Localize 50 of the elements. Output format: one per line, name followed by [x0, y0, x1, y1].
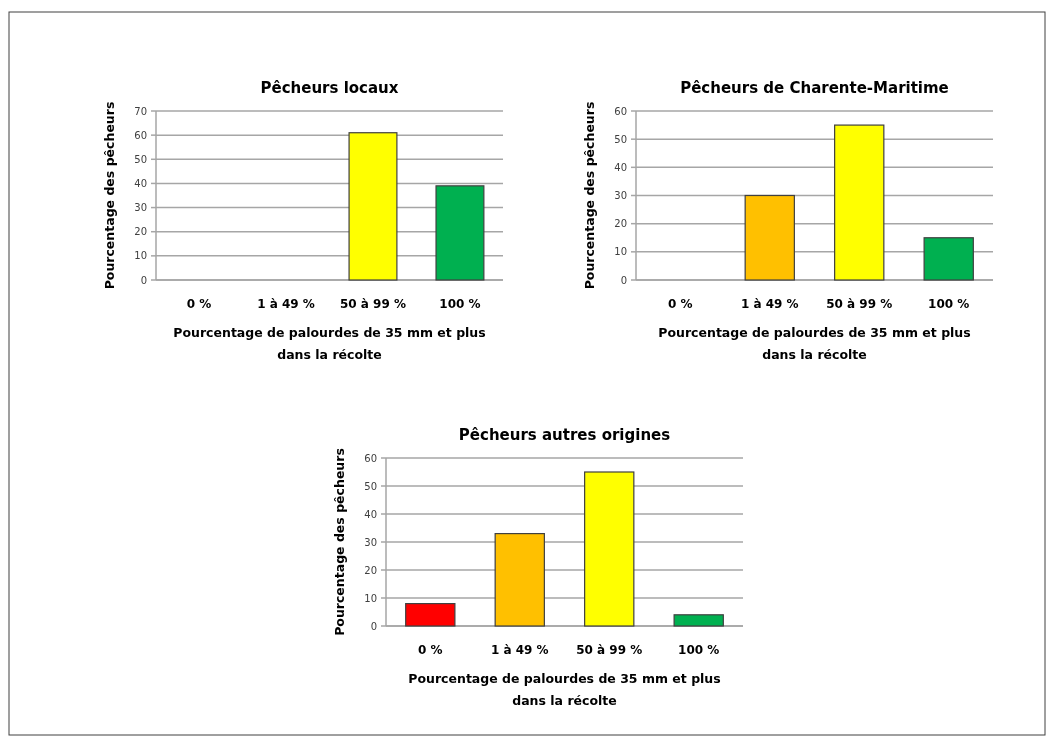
y-tick-label: 60: [364, 452, 377, 464]
x-axis-title: Pourcentage de palourdes de 35 mm et plus dans la récolte: [658, 325, 971, 362]
x-tick-label: 50 à 99 %: [339, 297, 407, 312]
bar: [405, 603, 456, 627]
x-tick-label: 1 à 49 %: [490, 643, 549, 658]
x-tick-label: 50 à 99 %: [826, 297, 893, 312]
x-tick-label: 50 à 99 %: [576, 643, 643, 658]
y-tick-label: 50: [614, 133, 627, 145]
y-tick-label: 60: [134, 129, 147, 141]
y-tick-label: 70: [134, 105, 147, 117]
x-tick-label: 1 à 49 %: [740, 297, 799, 312]
x-tick-label: 0 %: [418, 643, 443, 658]
y-tick-label: 40: [364, 508, 377, 520]
x-tick-label: 100 %: [678, 643, 720, 658]
y-tick-label: 0: [140, 274, 147, 286]
y-tick-label: 60: [614, 105, 627, 117]
x-tick-label: 100 %: [439, 297, 481, 312]
x-tick-label: 100 %: [928, 297, 970, 312]
x-axis-title: Pourcentage de palourdes de 35 mm et plus dans la récolte: [173, 325, 486, 362]
y-tick-label: 0: [370, 620, 377, 632]
bar: [673, 614, 724, 627]
y-tick-label: 40: [614, 161, 627, 173]
y-tick-label: 0: [620, 274, 627, 286]
x-axis-title: Pourcentage de palourdes de 35 mm et plus dans la récolte: [408, 671, 721, 708]
chart-title: Pêcheurs de Charente-Maritime: [680, 79, 949, 97]
y-axis-title: Pourcentage des pêcheurs: [102, 101, 117, 290]
y-tick-label: 30: [134, 202, 147, 214]
chart-title: Pêcheurs autres origines: [458, 426, 671, 444]
y-tick-label: 10: [364, 592, 377, 604]
chart-title: Pêcheurs locaux: [260, 79, 399, 97]
y-tick-label: 40: [134, 177, 147, 189]
x-tick-label: 0 %: [186, 297, 212, 312]
x-tick-label: 1 à 49 %: [257, 297, 315, 312]
y-tick-label: 30: [614, 190, 627, 201]
bar: [584, 471, 635, 627]
bar: [923, 237, 974, 281]
y-tick-label: 20: [134, 226, 147, 238]
bar: [834, 124, 885, 281]
bar: [744, 194, 795, 281]
y-tick-label: 50: [134, 153, 147, 165]
y-axis-title: Pourcentage des pêcheurs: [332, 448, 347, 636]
y-tick-label: 10: [614, 246, 627, 258]
y-tick-label: 30: [364, 536, 377, 548]
y-axis-title: Pourcentage des pêcheurs: [582, 101, 597, 290]
y-tick-label: 10: [134, 250, 147, 262]
bar: [494, 533, 545, 627]
x-tick-label: 0 %: [668, 297, 693, 312]
y-tick-label: 20: [364, 564, 377, 576]
y-tick-label: 50: [364, 480, 377, 492]
y-tick-label: 20: [614, 218, 627, 230]
